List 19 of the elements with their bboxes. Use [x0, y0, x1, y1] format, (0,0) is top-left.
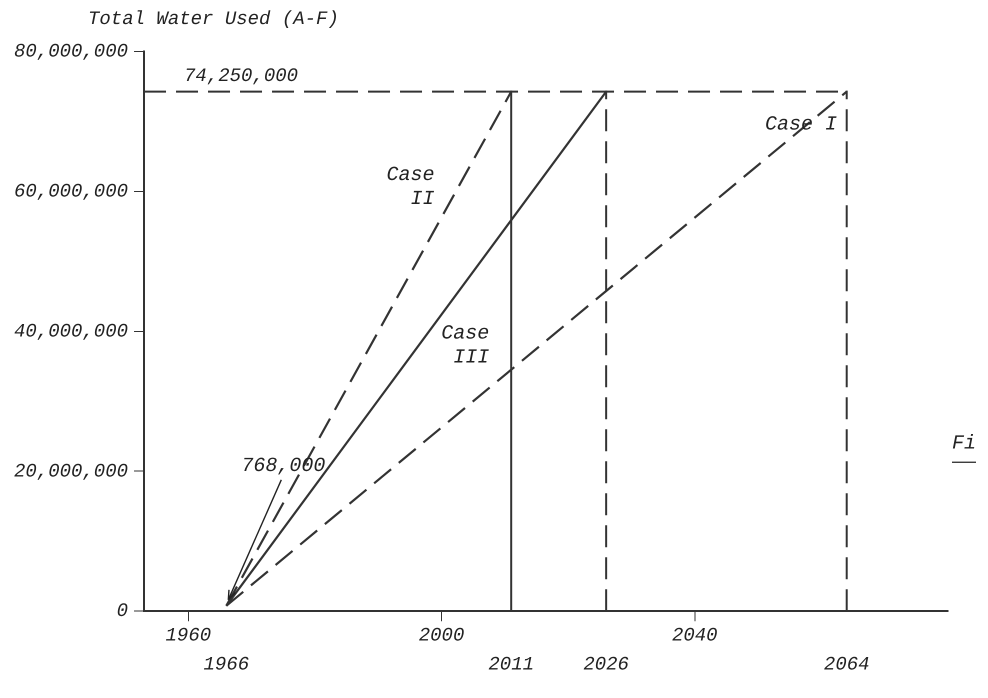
- x-tick-label: 2040: [672, 624, 718, 647]
- ref-line-label: 2011: [488, 654, 534, 676]
- y-axis-title: Total Water Used (A-F): [87, 8, 340, 32]
- y-tick-label: 40,000,000: [14, 320, 128, 342]
- y-tick-label: 80,000,000: [14, 40, 128, 62]
- x-tick-label: 1960: [166, 624, 212, 647]
- text: 1966: [204, 654, 250, 676]
- series-label: Case II: [386, 164, 435, 212]
- series-label: Case I: [765, 113, 838, 136]
- y-tick-label: 60,000,000: [14, 180, 128, 202]
- y-tick-label: 0: [116, 600, 128, 622]
- x-tick-label: 2000: [418, 624, 464, 647]
- y-tick-label: 20,000,000: [14, 460, 128, 482]
- ref-line-label: 2064: [824, 654, 870, 676]
- annotation: 768,000: [241, 455, 326, 478]
- ref-line-label: 74,250,000: [184, 65, 298, 88]
- series-label: Case III: [441, 322, 490, 370]
- text: Fi: [952, 432, 976, 456]
- ref-line-label: 2026: [583, 654, 629, 676]
